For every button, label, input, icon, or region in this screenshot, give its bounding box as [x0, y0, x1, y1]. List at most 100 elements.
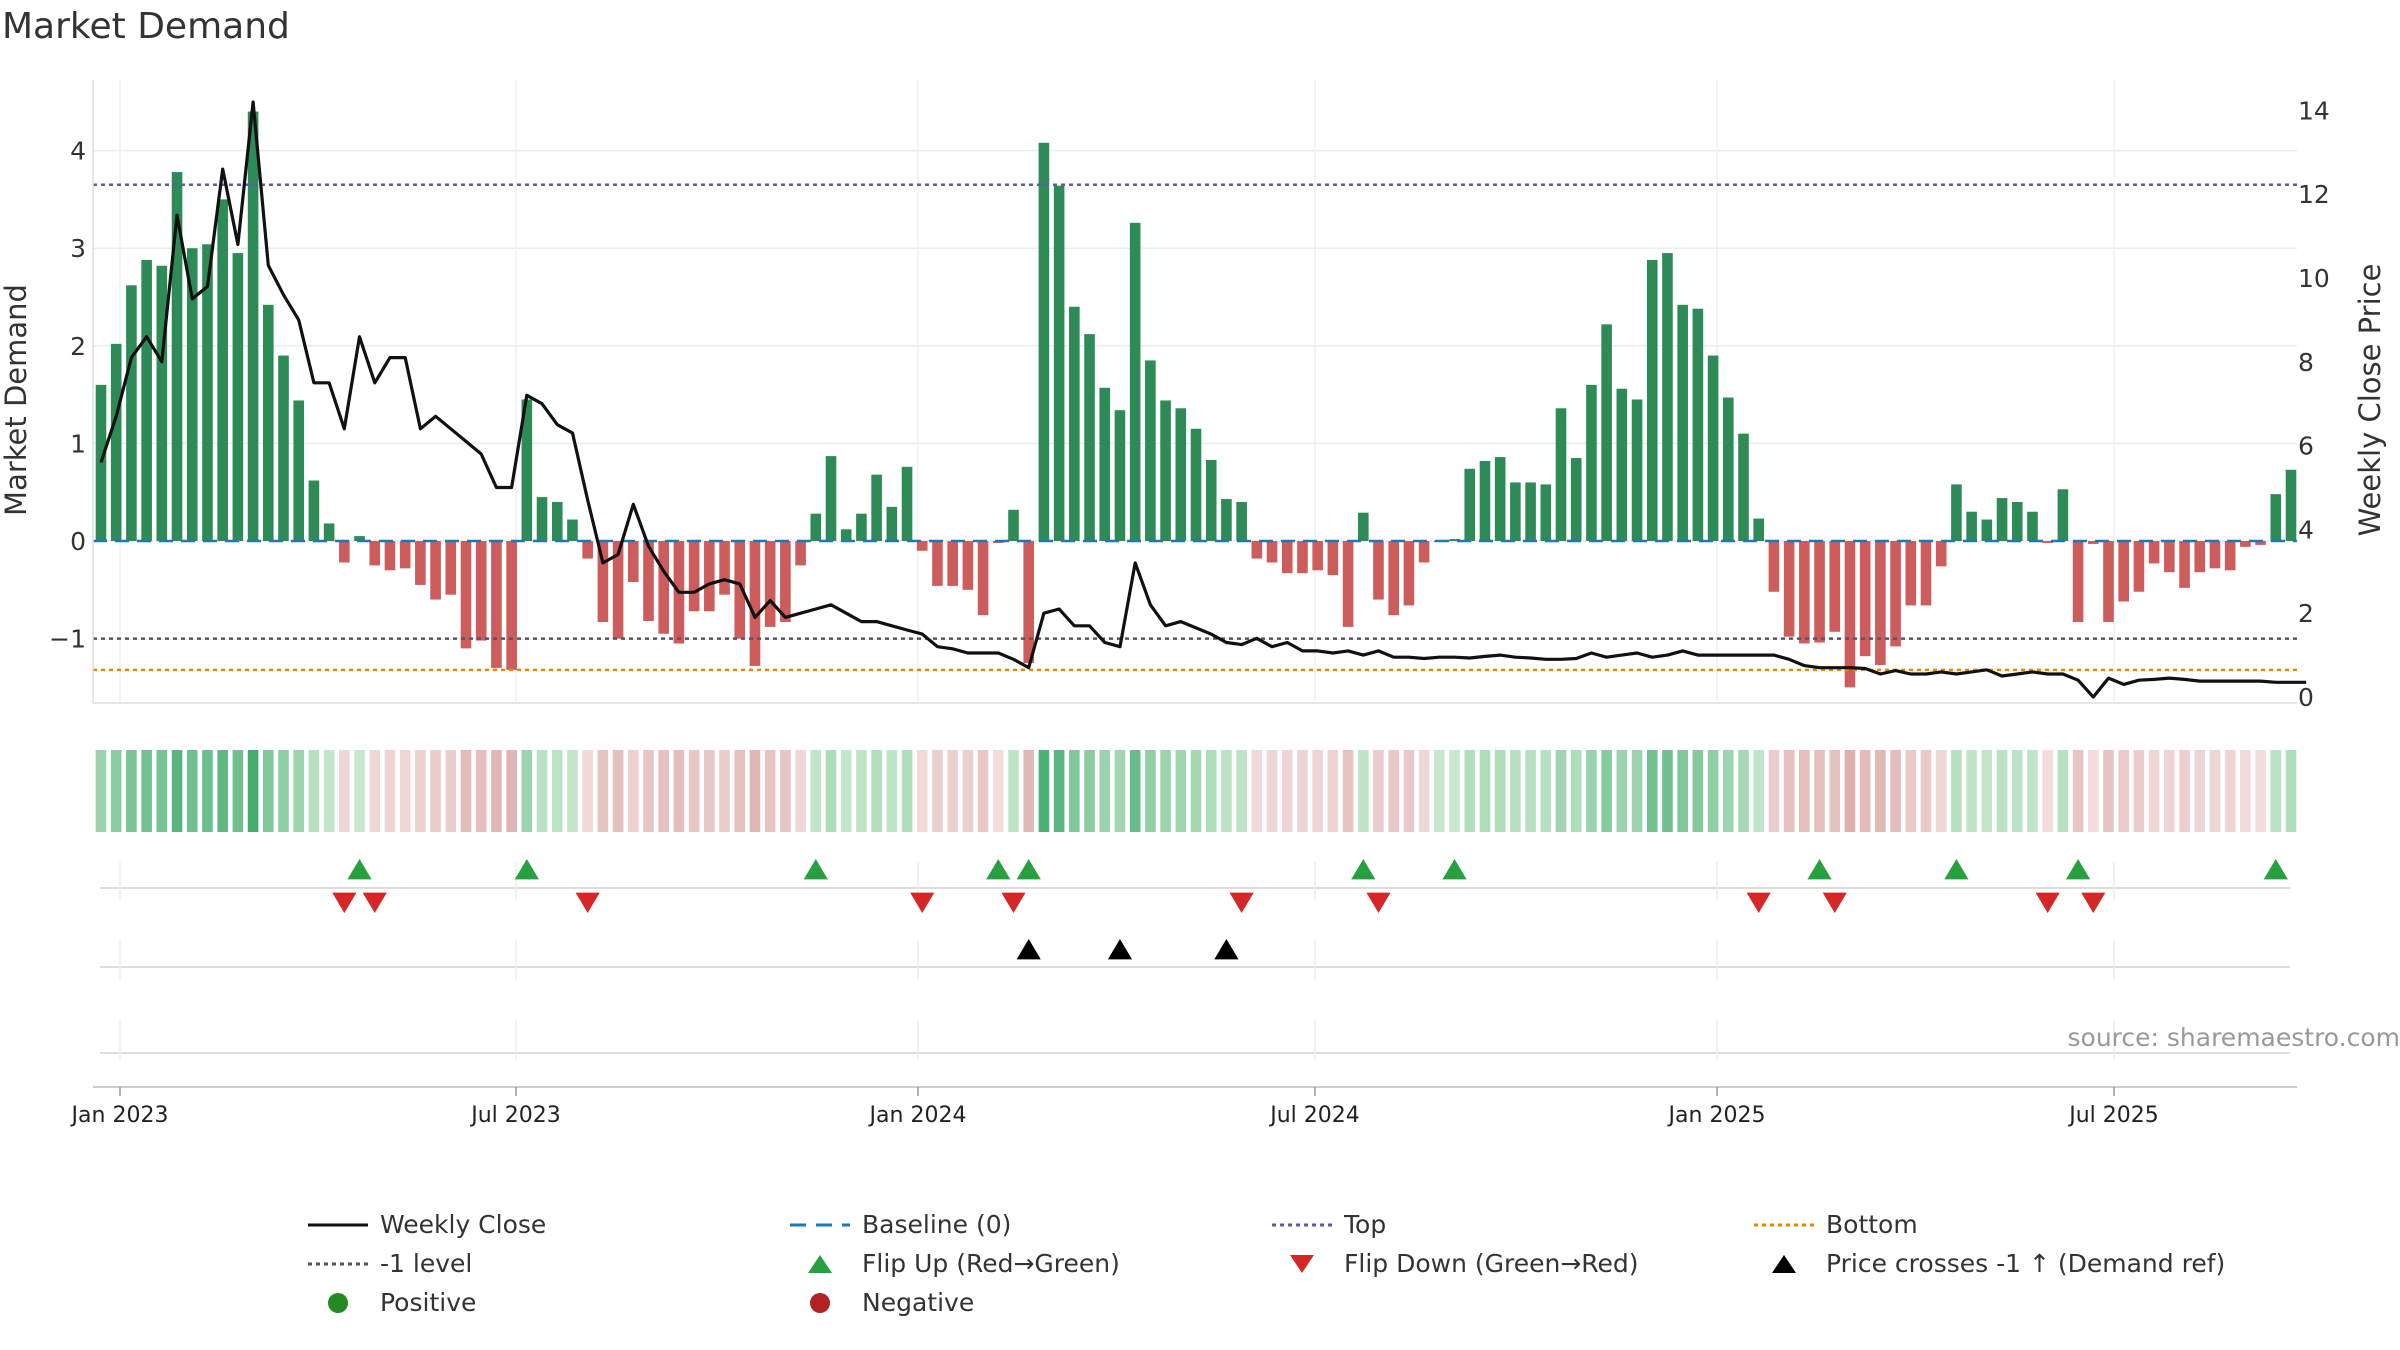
demand-bar: [2164, 541, 2175, 573]
demand-heat-strip: [95, 750, 2297, 832]
demand-bar: [506, 541, 517, 670]
strip-cell: [1084, 750, 1095, 832]
legend: Weekly Close Baseline (0) Top Bottom -1 leve…: [300, 1205, 2300, 1322]
x-tick-label: Jul 2024: [1268, 1103, 1360, 1128]
strip-cell: [1768, 750, 1780, 832]
legend-label: Price crosses -1 ↑ (Demand ref): [1826, 1249, 2226, 1278]
demand-bar: [1373, 541, 1384, 600]
x-tick-label: Jan 2024: [868, 1103, 967, 1128]
demand-bar: [262, 304, 274, 541]
strip-cell: [278, 750, 289, 832]
legend-item: -1 level: [300, 1249, 782, 1278]
strip-cell: [491, 750, 502, 832]
demand-bar: [1996, 498, 2008, 541]
demand-bar: [460, 541, 472, 649]
strip-cell: [308, 750, 320, 832]
demand-bar: [2224, 541, 2236, 571]
demand-bar: [247, 111, 259, 541]
demand-bar: [551, 501, 563, 541]
strip-cell: [1814, 750, 1825, 832]
demand-bar: [2072, 541, 2084, 623]
strip-cell: [582, 750, 593, 832]
demand-bar: [1753, 518, 1765, 541]
flip-down-marker: [575, 892, 600, 913]
demand-bar: [658, 541, 670, 634]
demand-bar: [95, 384, 107, 541]
strip-cell: [1510, 750, 1521, 832]
demand-bar: [688, 541, 700, 612]
demand-bar: [1875, 541, 1886, 665]
demand-bar: [719, 541, 730, 595]
demand-bar: [1935, 541, 1947, 567]
legend-row: Positive Negative: [300, 1283, 2300, 1322]
strip-cell: [2057, 750, 2069, 832]
demand-bar: [2057, 489, 2069, 541]
demand-bar: [1890, 541, 1901, 647]
legend-item: Top: [1264, 1210, 1746, 1239]
demand-bar: [1008, 509, 1019, 541]
strip-cell: [992, 750, 1004, 832]
strip-cell: [521, 750, 533, 832]
strip-cell: [1494, 750, 1506, 832]
strip-cell: [764, 750, 776, 832]
demand-bar: [2148, 541, 2160, 564]
legend-item: Negative: [782, 1288, 1264, 1317]
strip-cell: [2087, 750, 2099, 832]
strip-cell: [293, 750, 305, 832]
strip-cell: [1099, 750, 1111, 832]
flip-up-marker: [514, 859, 539, 880]
legend-symbol: [300, 1290, 380, 1316]
demand-bar: [354, 536, 365, 541]
strip-cell: [1555, 750, 1567, 832]
strip-cell: [1114, 750, 1126, 832]
demand-bar: [597, 541, 609, 623]
demand-bar: [1646, 259, 1658, 541]
demand-bar: [1236, 501, 1247, 541]
demand-bar: [1099, 387, 1111, 541]
strip-cell: [1129, 750, 1141, 832]
demand-bar: [977, 541, 989, 616]
x-tick-label: Jan 2025: [1667, 1103, 1766, 1128]
legend-symbol: [1746, 1212, 1826, 1238]
demand-bar: [1494, 457, 1506, 541]
demand-bar: [1418, 541, 1430, 563]
demand-bar: [810, 513, 822, 541]
price-cross-marker: [1107, 939, 1133, 960]
strip-cell: [810, 750, 822, 832]
legend-label: Weekly Close: [380, 1210, 547, 1239]
strip-cell: [1327, 750, 1339, 832]
demand-bar: [1616, 388, 1628, 541]
demand-bar: [780, 541, 791, 623]
demand-bar: [1449, 539, 1460, 541]
x-tick-label: Jul 2023: [469, 1103, 561, 1128]
flip-down-marker: [910, 892, 935, 913]
strip-cell: [1875, 750, 1886, 832]
strip-cell: [217, 750, 228, 832]
legend-item: Positive: [300, 1288, 782, 1317]
demand-bar: [962, 541, 974, 590]
strip-cell: [1388, 750, 1400, 832]
demand-bar: [1145, 360, 1156, 541]
legend-item: Price crosses -1 ↑ (Demand ref): [1746, 1249, 2228, 1278]
y-right-tick-label: 2: [2298, 599, 2314, 628]
strip-cell: [795, 750, 806, 832]
demand-bar: [1114, 410, 1126, 541]
demand-bar: [232, 253, 244, 541]
y-right-tick-label: 12: [2298, 180, 2330, 209]
strip-cell: [567, 750, 578, 832]
strip-cell: [2148, 750, 2160, 832]
strip-cell: [415, 750, 426, 832]
legend-label: Flip Down (Green→Red): [1344, 1249, 1639, 1278]
strip-cell: [734, 750, 746, 832]
strip-cell: [1373, 750, 1384, 832]
demand-bar: [1129, 222, 1141, 541]
strip-cell: [2118, 750, 2130, 832]
flip-up-marker: [1442, 859, 1467, 880]
weekly-close-series: [99, 100, 2307, 699]
strip-cell: [2270, 750, 2282, 832]
demand-bar: [2027, 511, 2038, 541]
y-left-tick-label: 1: [70, 429, 86, 458]
strip-cell: [1342, 750, 1354, 832]
strip-cell: [1449, 750, 1460, 832]
demand-bar: [1069, 306, 1080, 541]
